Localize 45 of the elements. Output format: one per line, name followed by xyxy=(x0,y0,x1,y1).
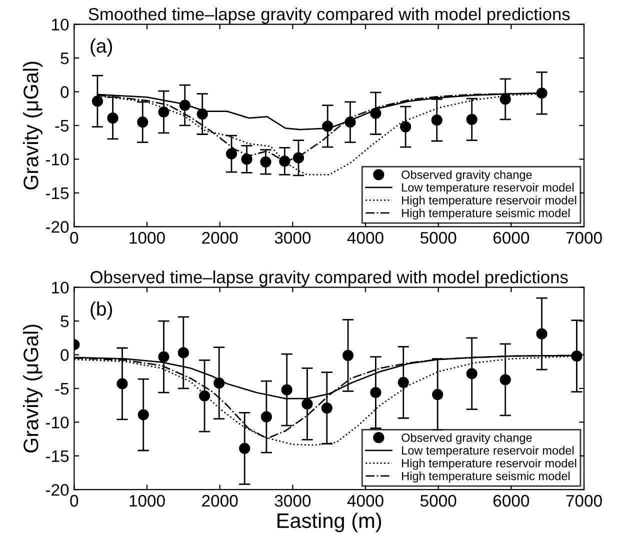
y-tick-label: -15 xyxy=(46,187,69,200)
y-tick-label: -15 xyxy=(46,450,69,462)
legend-label: Observed gravity change xyxy=(402,170,532,182)
x-tick-label: 2000 xyxy=(202,494,238,507)
x-tick-label: 7000 xyxy=(566,494,602,507)
chart-title: Observed time–lapse gravity compared with model predictions xyxy=(90,270,568,287)
y-tick-label: -10 xyxy=(46,154,69,166)
y-tick-label: -10 xyxy=(46,416,69,428)
y-tick-label: -5 xyxy=(55,120,69,132)
x-tick-label: 3000 xyxy=(274,232,311,244)
x-tick-label: 5000 xyxy=(420,232,456,244)
legend-label: Observed gravity change xyxy=(402,433,532,444)
y-tick-label: -5 xyxy=(55,383,69,395)
x-tick-label: 4000 xyxy=(347,494,384,507)
x-tick-label: 7000 xyxy=(566,232,602,244)
legend-label: Low temperature reservoir model xyxy=(402,182,574,194)
legend-label: High temperature seismic model xyxy=(402,472,570,483)
y-tick-label: 10 xyxy=(52,18,69,31)
y-axis-title: Gravity (μGal) xyxy=(23,324,42,452)
legend-label: High temperature reservoir model xyxy=(402,196,576,207)
y-axis-title: Gravity (μGal) xyxy=(23,62,42,190)
chart-title: Smoothed time–lapse gravity compared with model predictions xyxy=(88,8,570,24)
y-tick-label: 5 xyxy=(60,52,69,64)
legend-label: High temperature seismic model xyxy=(402,208,570,220)
y-tick-label: 5 xyxy=(60,316,69,328)
y-tick-label: -20 xyxy=(46,221,69,233)
annotation: (a) xyxy=(90,38,112,57)
x-tick-label: 5000 xyxy=(420,494,456,507)
annotation: (b) xyxy=(90,301,112,320)
y-tick-label: 10 xyxy=(52,282,69,294)
x-tick-label: 0 xyxy=(70,494,78,507)
x-tick-label: 3000 xyxy=(274,494,311,507)
y-tick-label: 0 xyxy=(60,86,69,98)
x-tick-label: 2000 xyxy=(202,232,238,244)
legend-label: Low temperature reservoir model xyxy=(402,446,574,457)
y-tick-label: 0 xyxy=(60,349,69,361)
x-tick-label: 1000 xyxy=(130,494,165,507)
x-axis-title: Easting (m) xyxy=(278,512,382,532)
x-tick-label: 1000 xyxy=(130,232,165,244)
x-tick-label: 0 xyxy=(70,232,78,244)
x-tick-label: 4000 xyxy=(347,232,384,244)
y-tick-label: -20 xyxy=(46,484,69,496)
legend-label: High temperature reservoir model xyxy=(402,458,576,470)
x-tick-label: 6000 xyxy=(493,494,530,507)
x-tick-label: 6000 xyxy=(493,232,530,244)
